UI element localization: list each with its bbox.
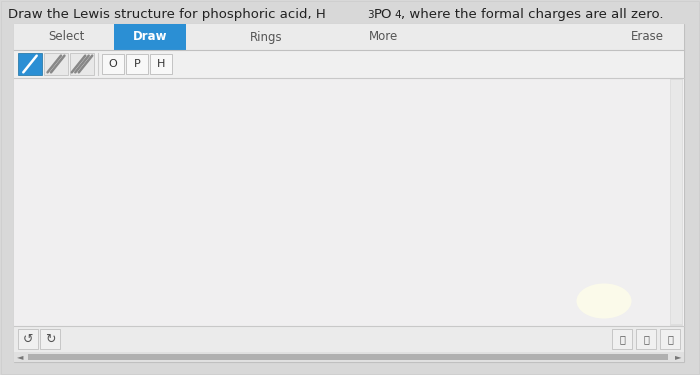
Text: Erase: Erase	[631, 30, 664, 44]
Text: 🔍: 🔍	[619, 334, 625, 344]
Text: , where the formal charges are all zero.: , where the formal charges are all zero.	[401, 8, 664, 21]
Text: 4: 4	[394, 10, 400, 20]
Text: ↻: ↻	[45, 333, 55, 345]
Bar	[14, 326, 684, 352]
Text: Rings: Rings	[250, 30, 282, 44]
Text: 🔍: 🔍	[667, 334, 673, 344]
Text: ↺: ↺	[22, 333, 34, 345]
Ellipse shape	[577, 284, 631, 318]
Bar	[70, 53, 94, 75]
Text: ◄: ◄	[17, 352, 23, 362]
Bar	[14, 352, 684, 362]
Text: More: More	[370, 30, 398, 44]
Text: 3: 3	[367, 10, 374, 20]
Text: Select: Select	[48, 30, 84, 44]
Bar	[612, 329, 632, 349]
Bar	[28, 354, 668, 360]
Bar	[660, 329, 680, 349]
Bar	[18, 53, 42, 75]
Bar	[18, 329, 38, 349]
Bar	[671, 80, 682, 324]
Text: Draw the Lewis structure for phosphoric acid, H: Draw the Lewis structure for phosphoric …	[8, 8, 326, 21]
Text: Draw: Draw	[133, 30, 167, 44]
Bar	[636, 329, 656, 349]
Text: 🔍: 🔍	[643, 334, 649, 344]
Text: PO: PO	[374, 8, 393, 21]
Bar	[14, 50, 684, 78]
Bar	[40, 329, 60, 349]
Text: P: P	[134, 59, 141, 69]
Bar	[150, 54, 172, 74]
Text: ►: ►	[675, 352, 681, 362]
Bar	[102, 54, 124, 74]
Bar	[44, 53, 68, 75]
Bar	[670, 78, 683, 326]
Text: H: H	[157, 59, 165, 69]
Text: O: O	[108, 59, 118, 69]
Bar	[14, 24, 684, 50]
Bar	[114, 24, 186, 50]
Bar	[126, 54, 148, 74]
Bar	[14, 78, 670, 326]
